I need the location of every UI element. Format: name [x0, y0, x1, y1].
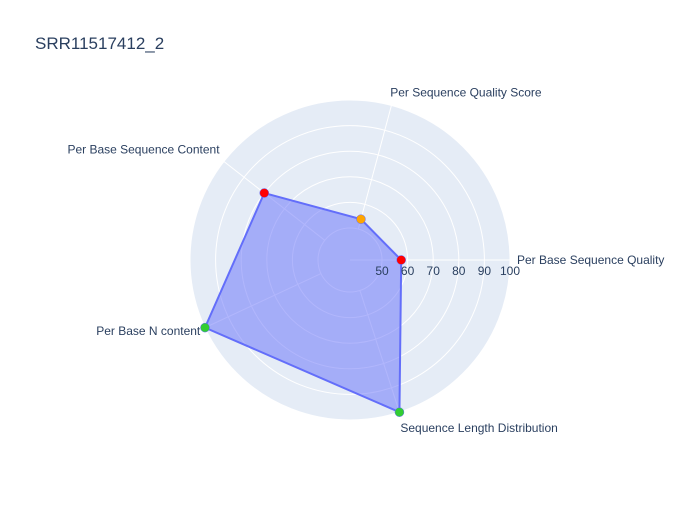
radial-tick-label: 90: [478, 264, 492, 278]
data-point: [394, 407, 405, 417]
radial-tick-label: 70: [427, 264, 441, 278]
chart-title: SRR11517412_2: [35, 34, 165, 53]
data-point: [356, 214, 366, 224]
radial-tick-label: 50: [375, 264, 389, 278]
category-label: Per Base Sequence Content: [67, 143, 220, 157]
category-label: Per Base Sequence Quality: [517, 253, 664, 267]
radial-tick-label: 80: [452, 264, 466, 278]
data-point: [259, 188, 270, 198]
radial-tick-label: 100: [500, 264, 520, 278]
radial-tick-label: 60: [401, 264, 415, 278]
category-label: Per Base N content: [96, 324, 201, 338]
data-point: [396, 255, 406, 265]
angular-axis-line: [357, 105, 392, 230]
category-label: Sequence Length Distribution: [400, 421, 557, 435]
category-label: Per Sequence Quality Score: [390, 86, 542, 100]
data-point: [200, 322, 210, 333]
series-area: [203, 191, 403, 414]
